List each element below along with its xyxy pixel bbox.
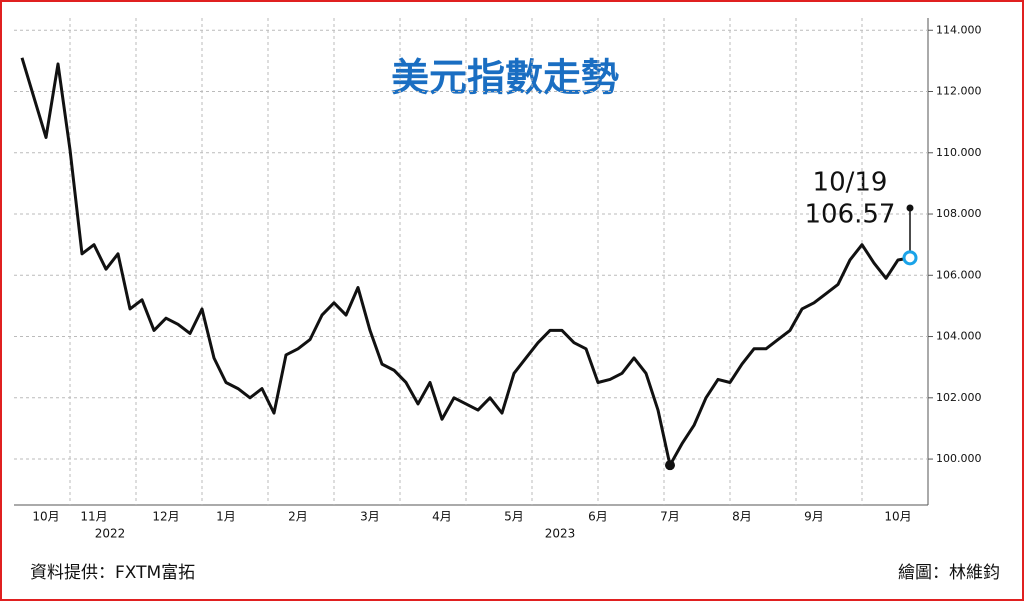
x-tick-label: 7月 [660,510,680,524]
x-tick-label: 5月 [504,510,524,524]
y-tick-label: 104.000 [936,330,982,343]
x-tick-label: 10月 [884,510,911,524]
chart-title: 美元指數走勢 [391,56,619,100]
last-marker [902,250,918,266]
x-tick-label: 12月 [152,510,179,524]
leader-dot [906,204,914,212]
x-tick-label: 9月 [804,510,824,524]
x-tick-label: 11月 [80,510,107,524]
min-marker [665,460,675,471]
y-tick-label: 106.000 [936,268,982,281]
y-tick-label: 108.000 [936,207,982,220]
year-label: 2023 [545,527,576,541]
x-tick-label: 8月 [732,510,752,524]
source: 資料提供：FXTM富拓 [30,563,195,583]
y-tick-label: 100.000 [936,452,982,465]
x-tick-label: 4月 [432,510,452,524]
line [20,57,911,467]
credit: 繪圖：林維鈞 [898,563,1000,583]
y-tick-label: 102.000 [936,391,982,404]
y-tick-label: 110.000 [936,146,982,159]
x-tick-label: 2月 [288,510,308,524]
year-label: 2022 [95,527,126,541]
x-tick-label: 6月 [588,510,608,524]
value-label: 106.57 [805,200,896,230]
annotation-date: 10/19 [813,168,888,198]
x-tick-label: 3月 [360,510,380,524]
x-tick-label: 1月 [216,510,236,524]
y-tick-label: 112.000 [936,85,982,98]
y-tick-label: 114.000 [936,23,982,36]
x-tick-label: 10月 [32,510,59,524]
